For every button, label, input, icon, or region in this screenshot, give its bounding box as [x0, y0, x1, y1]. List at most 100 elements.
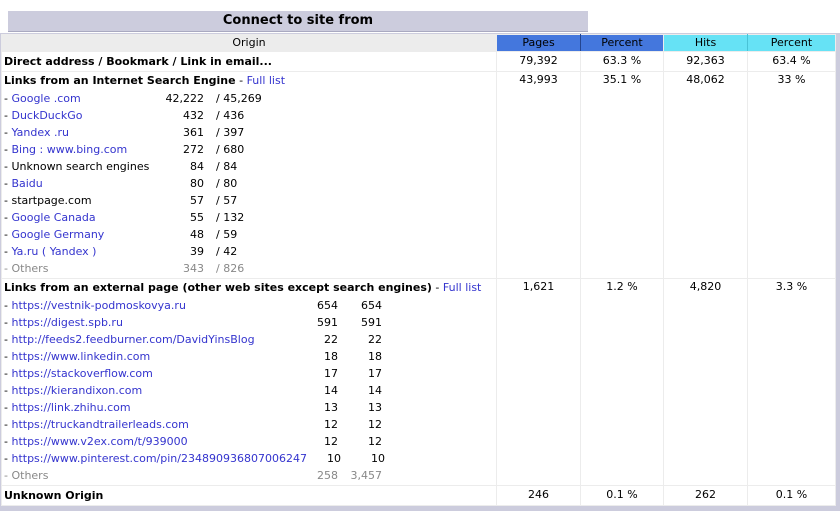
- list-item: - https://truckandtrailerleads.com 12 12: [4, 416, 494, 433]
- referrer-text: Others: [11, 262, 49, 275]
- hits-count: / 84: [216, 160, 238, 173]
- pages-count: 18: [324, 350, 338, 363]
- origin-label-line: Direct address / Bookmark / Link in emai…: [4, 54, 494, 70]
- section-row: Links from an external page (other web s…: [1, 278, 836, 486]
- pages-count: 12: [324, 435, 338, 448]
- dash-prefix: -: [4, 262, 12, 275]
- list-item: - Yandex .ru 361 / 397: [4, 124, 494, 141]
- referrer-text: startpage.com: [11, 194, 92, 207]
- pages-count: 17: [324, 367, 338, 380]
- pages-count: 84: [190, 160, 204, 173]
- referrer-link[interactable]: Baidu: [11, 177, 43, 190]
- referrer-name: - http://feeds2.feedburner.com/DavidYins…: [4, 331, 304, 348]
- referrer-name: - Yandex .ru: [4, 124, 164, 141]
- pages-value: 43,993: [496, 71, 581, 279]
- referrer-link[interactable]: https://kierandixon.com: [11, 384, 143, 397]
- dash-prefix: -: [4, 109, 12, 122]
- hits-count: 13: [368, 401, 382, 414]
- pages-count: 14: [324, 384, 338, 397]
- referrer-link[interactable]: https://stackoverflow.com: [11, 367, 153, 380]
- full-list-link[interactable]: Full list: [246, 74, 286, 87]
- hits-count: / 45,269: [216, 92, 262, 105]
- hits-count: / 826: [216, 262, 245, 275]
- list-item: - Bing : www.bing.com 272 / 680: [4, 141, 494, 158]
- pages-value: 246: [496, 485, 581, 506]
- hits-count: 10: [370, 452, 385, 465]
- dash-prefix: -: [4, 316, 12, 329]
- referrer-name: - https://www.v2ex.com/t/939000: [4, 433, 304, 450]
- hits-count: 17: [368, 367, 382, 380]
- pages-count: 343: [183, 262, 204, 275]
- dash-prefix: -: [4, 228, 12, 241]
- list-item: - https://www.pinterest.com/pin/23489093…: [4, 450, 494, 467]
- referrer-name: - https://link.zhihu.com: [4, 399, 304, 416]
- dash-prefix: -: [4, 401, 12, 414]
- dash-prefix: -: [4, 177, 12, 190]
- referrer-sublist: - Google .com 42,222/ 45,269- DuckDuckGo 4…: [4, 90, 494, 277]
- dash-prefix: -: [4, 418, 12, 431]
- origin-cell: Links from an Internet Search Engine - F…: [1, 71, 497, 279]
- hits-count: / 132: [216, 211, 245, 224]
- referrer-link[interactable]: https://link.zhihu.com: [11, 401, 131, 414]
- origin-label-line: Links from an Internet Search Engine - F…: [4, 73, 494, 89]
- referrer-link[interactable]: https://digest.spb.ru: [11, 316, 123, 329]
- referrer-link[interactable]: DuckDuckGo: [11, 109, 83, 122]
- pages-percent-value: 63.3 %: [580, 51, 664, 72]
- pages-count: 13: [324, 401, 338, 414]
- referrer-name: - https://kierandixon.com: [4, 382, 304, 399]
- list-item: - Ya.ru ( Yandex ) 39 / 42: [4, 243, 494, 260]
- referrer-link[interactable]: Bing : www.bing.com: [11, 143, 128, 156]
- referrer-name: - Bing : www.bing.com: [4, 141, 164, 158]
- dash-prefix: -: [4, 350, 12, 363]
- origin-label: Links from an external page (other web s…: [4, 281, 432, 294]
- referrer-link[interactable]: Google .com: [11, 92, 81, 105]
- pages-count: 39: [190, 245, 204, 258]
- referrer-link[interactable]: Yandex .ru: [11, 126, 69, 139]
- referrer-name: - https://truckandtrailerleads.com: [4, 416, 304, 433]
- origin-label: Unknown Origin: [4, 489, 104, 502]
- referrer-name: - https://www.linkedin.com: [4, 348, 304, 365]
- referrer-name: - Ya.ru ( Yandex ): [4, 243, 164, 260]
- referrers-table-wrapper: Origin Pages Percent Hits Percent Direct…: [0, 33, 840, 511]
- list-item: - https://stackoverflow.com 17 17: [4, 365, 494, 382]
- full-list-link[interactable]: Full list: [442, 281, 482, 294]
- origin-cell: Links from an external page (other web s…: [1, 278, 497, 486]
- list-item: - https://www.linkedin.com 18 18: [4, 348, 494, 365]
- col-header-percent-hits: Percent: [747, 34, 836, 52]
- summary-row: Unknown Origin 246 0.1 % 262 0.1 %: [1, 485, 836, 506]
- referrer-link[interactable]: https://www.linkedin.com: [11, 350, 151, 363]
- pages-count: 57: [190, 194, 204, 207]
- referrer-link[interactable]: https://vestnik-podmoskovya.ru: [11, 299, 186, 312]
- referrer-sublist: - https://vestnik-podmoskovya.ru 654 654- …: [4, 297, 494, 484]
- referrer-name: - startpage.com: [4, 192, 164, 209]
- hits-count: 591: [361, 316, 382, 329]
- referrer-link[interactable]: Google Canada: [11, 211, 96, 224]
- list-item: - startpage.com 57 / 57: [4, 192, 494, 209]
- col-header-pages: Pages: [496, 34, 581, 52]
- origin-label-line: Links from an external page (other web s…: [4, 280, 494, 296]
- referrer-link[interactable]: https://www.pinterest.com/pin/2348909368…: [11, 452, 307, 465]
- hits-count: 18: [368, 350, 382, 363]
- dash-prefix: -: [4, 299, 12, 312]
- pages-count: 48: [190, 228, 204, 241]
- list-item: - http://feeds2.feedburner.com/DavidYins…: [4, 331, 494, 348]
- hits-percent-value: 33 %: [747, 71, 836, 279]
- referrer-link[interactable]: https://www.v2ex.com/t/939000: [11, 435, 188, 448]
- referrer-link[interactable]: Ya.ru ( Yandex ): [11, 245, 97, 258]
- pages-count: 272: [183, 143, 204, 156]
- referrer-link[interactable]: http://feeds2.feedburner.com/DavidYinsBl…: [11, 333, 255, 346]
- referrer-link[interactable]: https://truckandtrailerleads.com: [11, 418, 189, 431]
- pages-count: 591: [317, 316, 338, 329]
- dash-prefix: -: [4, 333, 12, 346]
- pages-count: 361: [183, 126, 204, 139]
- hits-count: 12: [368, 435, 382, 448]
- list-item: - https://digest.spb.ru 591 591: [4, 314, 494, 331]
- referrers-table: Origin Pages Percent Hits Percent Direct…: [1, 34, 836, 506]
- list-item: - https://www.v2ex.com/t/939000 12 12: [4, 433, 494, 450]
- dash-prefix: -: [4, 211, 12, 224]
- hits-count: / 680: [216, 143, 245, 156]
- pages-count: 432: [183, 109, 204, 122]
- referrer-link[interactable]: Google Germany: [11, 228, 105, 241]
- hits-percent-value: 0.1 %: [747, 485, 836, 506]
- hits-count: 14: [368, 384, 382, 397]
